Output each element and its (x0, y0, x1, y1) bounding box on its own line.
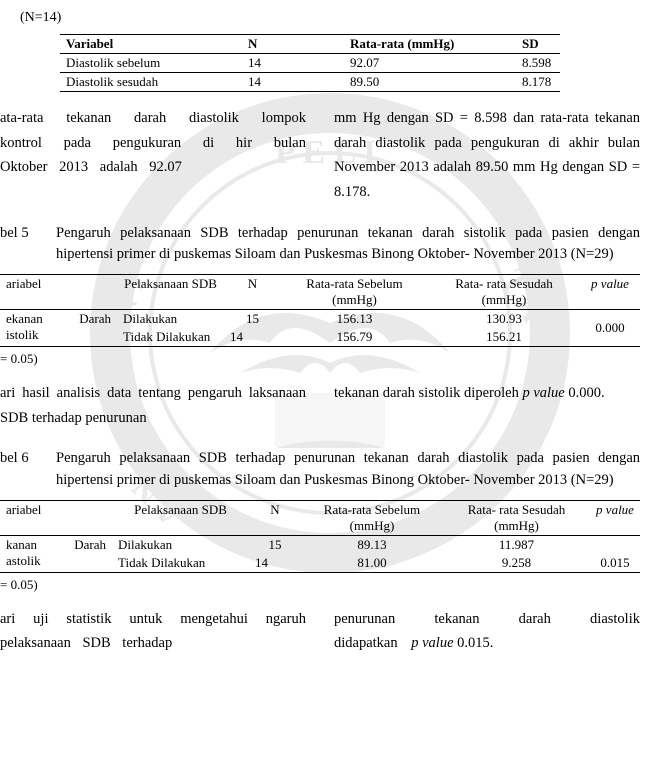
table-row: Diastolik sesudah 14 89.50 8.178 (60, 73, 560, 92)
caption-label: bel 5 (0, 223, 56, 267)
th: ariabel (0, 500, 112, 535)
table-row: Diastolik sebelum 14 92.07 8.598 (60, 54, 560, 73)
paragraph-block-3: ari uji statistik untuk mengetahui ngaru… (0, 607, 640, 656)
cell-var: ekanan Darah istolik (0, 310, 117, 347)
table5-caption: bel 5 Pengaruh pelaksanaan SDB terhadap … (0, 223, 640, 267)
th-n: N (242, 35, 344, 54)
th-sd: SD (516, 35, 560, 54)
paragraph-left: ari hasil analisis data tentang pengaruh… (0, 381, 306, 430)
th: N (224, 275, 281, 310)
table-row: kanan Darah astolik Dilakukan 15 89.13 1… (0, 535, 640, 554)
table-diastolic-summary: Variabel N Rata-rata (mmHg) SD Diastolik… (60, 34, 560, 92)
caption-text: Pengaruh pelaksanaan SDB terhadap penuru… (56, 223, 640, 267)
th: Pelaksanaan SDB (117, 275, 224, 310)
th-variabel: Variabel (60, 35, 242, 54)
cell-var: kanan Darah astolik (0, 535, 112, 572)
caption-label: bel 6 (0, 448, 56, 492)
th: Rata- rata Sesudah (mmHg) (428, 275, 580, 310)
paragraph-left: ari uji statistik untuk mengetahui ngaru… (0, 607, 306, 656)
alpha-note-6: = 0.05) (0, 577, 640, 593)
th: p value (590, 500, 640, 535)
cell-pvalue: 0.015 (590, 535, 640, 572)
n-count-top: (N=14) (20, 10, 640, 26)
paragraph-left: ata-rata tekanan darah diastolik lompok … (0, 106, 306, 205)
paragraph-block-2: ari hasil analisis data tentang pengaruh… (0, 381, 640, 430)
table5-sistolik: ariabel Pelaksanaan SDB N Rata-rata Sebe… (0, 274, 640, 347)
table-row: ekanan Darah istolik Dilakukan 15 156.13… (0, 310, 640, 329)
cell-pvalue: 0.000 (580, 310, 640, 347)
table6-diastolik: ariabel Pelaksanaan SDB N Rata-rata Sebe… (0, 500, 640, 573)
th: Rata-rata Sebelum (mmHg) (281, 275, 428, 310)
paragraph-block-1: ata-rata tekanan darah diastolik lompok … (0, 106, 640, 205)
paragraph-right: penurunan tekanan darah diastolik didapa… (334, 607, 640, 656)
alpha-note-5: = 0.05) (0, 351, 640, 367)
caption-text: Pengaruh pelaksanaan SDB terhadap penuru… (56, 448, 640, 492)
th: Rata- rata Sesudah (mmHg) (443, 500, 590, 535)
table6-caption: bel 6 Pengaruh pelaksanaan SDB terhadap … (0, 448, 640, 492)
paragraph-right: tekanan darah sistolik diperoleh p value… (334, 381, 640, 430)
th: N (249, 500, 301, 535)
th: p value (580, 275, 640, 310)
th: ariabel (0, 275, 117, 310)
th: Rata-rata Sebelum (mmHg) (301, 500, 443, 535)
th-mean: Rata-rata (mmHg) (344, 35, 516, 54)
th: Pelaksanaan SDB (112, 500, 249, 535)
paragraph-right: mm Hg dengan SD = 8.598 dan rata-rata te… (334, 106, 640, 205)
